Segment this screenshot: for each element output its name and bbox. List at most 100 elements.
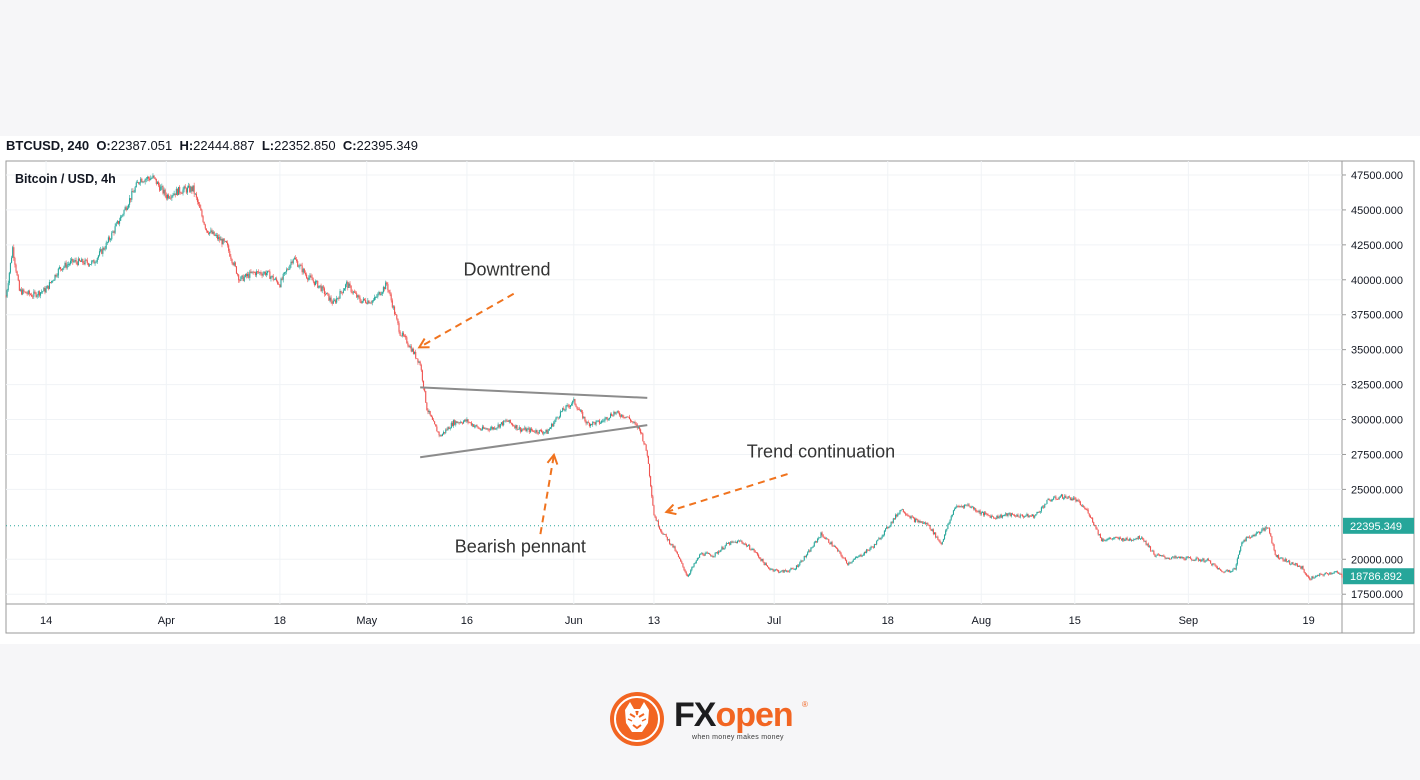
candle-down xyxy=(683,566,685,571)
candle-up xyxy=(63,266,65,269)
candle-down xyxy=(1000,514,1002,518)
candle-up xyxy=(1255,532,1257,535)
candle-down xyxy=(174,193,176,196)
candle-down xyxy=(1153,550,1155,555)
candle-down xyxy=(1013,514,1015,516)
open-value: 22387.051 xyxy=(110,138,173,153)
candle-up xyxy=(740,540,742,542)
candle-up xyxy=(274,278,276,280)
candle-down xyxy=(986,513,988,515)
candle-down xyxy=(584,416,586,421)
candle-up xyxy=(6,290,8,297)
candle-up xyxy=(952,510,954,515)
candle-up xyxy=(732,541,734,543)
candle-down xyxy=(478,428,480,430)
candle-down xyxy=(465,419,467,422)
candle-up xyxy=(499,423,501,428)
candle-down xyxy=(35,292,37,297)
candle-up xyxy=(1159,555,1162,556)
candle-down xyxy=(588,422,590,426)
candle-down xyxy=(338,297,340,299)
candle-up xyxy=(377,293,379,297)
candle-up xyxy=(996,515,998,519)
candle-up xyxy=(1051,499,1054,501)
candle-down xyxy=(1193,560,1195,561)
candle-down xyxy=(379,292,381,296)
candle-up xyxy=(100,249,102,252)
candle-down xyxy=(824,538,826,539)
candle-down xyxy=(1089,515,1091,518)
candle-down xyxy=(626,416,628,418)
candle-down xyxy=(653,505,655,516)
candle-down xyxy=(1029,515,1031,517)
candle-down xyxy=(1306,575,1309,577)
candle-up xyxy=(569,405,572,408)
high-label: H: xyxy=(179,138,194,153)
candle-down xyxy=(24,291,26,293)
candle-down xyxy=(581,410,583,412)
candle-down xyxy=(103,247,105,250)
candle-up xyxy=(961,506,963,508)
candle-up xyxy=(1329,572,1331,575)
candle-up xyxy=(730,541,732,545)
candle-down xyxy=(446,429,448,431)
candle-up xyxy=(428,410,430,413)
candle-up xyxy=(288,269,290,270)
candle-up xyxy=(1188,557,1191,559)
candle-down xyxy=(1110,538,1113,540)
candle-down xyxy=(760,558,762,561)
candle-down xyxy=(311,277,313,281)
candle-up xyxy=(1047,498,1049,500)
candle-down xyxy=(775,569,777,571)
candle-up xyxy=(954,508,956,511)
candle-up xyxy=(941,541,943,545)
candle-up xyxy=(463,421,465,424)
candle-down xyxy=(191,186,193,192)
candle-down xyxy=(523,429,525,431)
open-label: O: xyxy=(96,138,111,153)
candlestick-chart[interactable]: Downtrend Bearish pennant Trend continuati… xyxy=(0,136,1420,644)
candle-up xyxy=(1236,558,1238,565)
candle-up xyxy=(625,416,627,418)
pennant-upper-line xyxy=(420,386,648,399)
candle-down xyxy=(643,441,645,444)
candle-down xyxy=(198,201,200,204)
candle-down xyxy=(358,295,360,298)
candle-up xyxy=(597,420,599,422)
close-label: C: xyxy=(342,138,357,153)
candle-up xyxy=(1315,575,1317,577)
candle-down xyxy=(460,422,462,423)
candle-up xyxy=(1314,576,1316,578)
candle-up xyxy=(96,258,98,262)
time-tick-label: 14 xyxy=(40,615,52,627)
candle-up xyxy=(859,554,861,556)
candle-up xyxy=(1165,558,1167,559)
candle-down xyxy=(223,238,225,242)
candle-up xyxy=(1225,570,1227,572)
candle-up xyxy=(418,361,420,363)
candle-down xyxy=(272,275,274,280)
price-tick-label: 30000.000 xyxy=(1351,415,1403,427)
candle-down xyxy=(860,554,862,557)
candle-down xyxy=(1015,516,1017,517)
candle-down xyxy=(355,292,357,294)
candle-up xyxy=(474,426,476,428)
candle-up xyxy=(382,287,384,293)
candle-down xyxy=(925,522,927,525)
candle-down xyxy=(1021,514,1024,517)
candle-up xyxy=(1331,573,1333,575)
candle-up xyxy=(621,414,623,417)
candle-up xyxy=(1239,551,1241,555)
candle-up xyxy=(500,422,502,424)
candle-down xyxy=(28,290,30,295)
candle-up xyxy=(637,427,639,429)
candle-down xyxy=(250,271,252,273)
candle-up xyxy=(326,292,328,295)
candle-down xyxy=(1147,543,1149,548)
candle-up xyxy=(1125,537,1127,541)
candle-down xyxy=(638,427,641,430)
candle-up xyxy=(583,416,585,419)
candle-up xyxy=(781,570,783,572)
candle-down xyxy=(957,505,959,507)
candle-up xyxy=(1284,558,1286,562)
